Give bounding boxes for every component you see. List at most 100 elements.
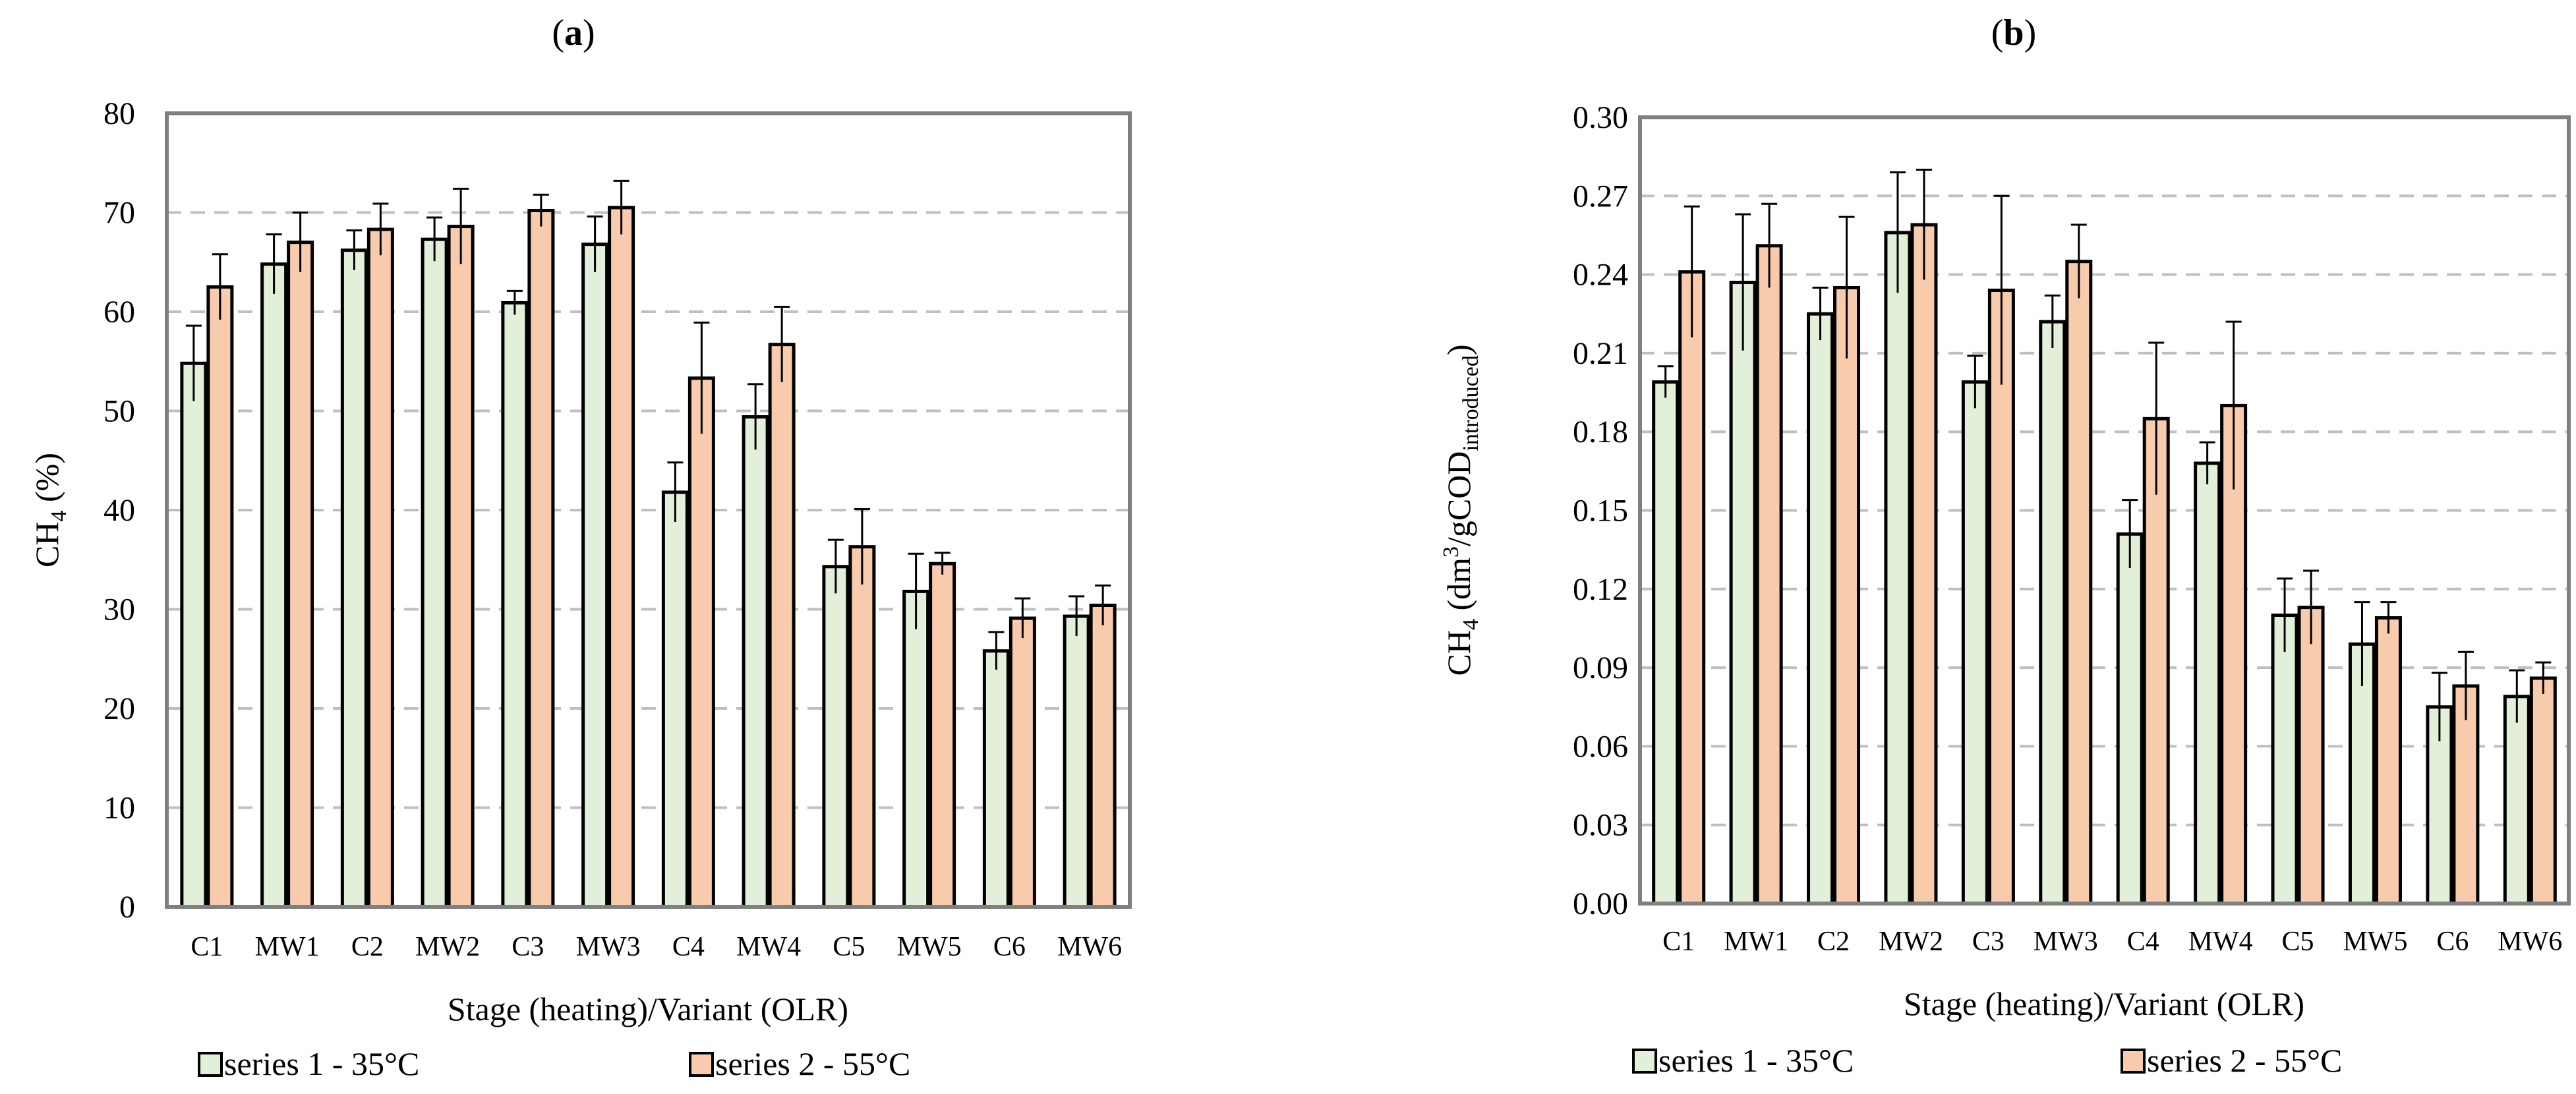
x-category-label: C5 bbox=[833, 932, 865, 962]
error-bar-series-2-c6 bbox=[1014, 597, 1031, 639]
error-bar-series-1-c6 bbox=[988, 631, 1005, 670]
error-bar-series-1-mw3 bbox=[587, 216, 603, 272]
error-bar-series-1-mw5 bbox=[2354, 601, 2370, 686]
y-tick-label: 80 bbox=[103, 96, 135, 131]
error-bar-series-1-c4 bbox=[667, 461, 684, 523]
error-bar-series-2-c4 bbox=[693, 322, 710, 434]
y-tick-label: 70 bbox=[103, 196, 135, 231]
y-tick-label: 50 bbox=[103, 394, 135, 429]
bar-series-1-mw3 bbox=[2039, 320, 2066, 906]
bar-series-2-mw5 bbox=[929, 561, 956, 909]
error-bar-series-2-mw2 bbox=[453, 187, 469, 264]
panel-label-b: (b) bbox=[1991, 13, 2036, 53]
bar-series-1-mw1 bbox=[1729, 281, 1757, 906]
bar-series-1-c3 bbox=[501, 301, 529, 909]
error-bar-series-2-c3 bbox=[1993, 194, 2010, 385]
plot-frame bbox=[1638, 115, 2571, 906]
bar-series-2-c4 bbox=[688, 376, 715, 909]
error-bar-series-2-c6 bbox=[2457, 650, 2474, 720]
chart-panel-a: (a) 0 10 20 30 40 50 60 70 80 C1 MW1 C2 MW2 C3 MW3 C4 M… bbox=[28, 13, 1132, 1082]
bar-series-1-c2 bbox=[340, 248, 368, 909]
bar-series-1-mw3 bbox=[581, 243, 609, 909]
x-category-label: C3 bbox=[512, 932, 544, 962]
bar-series-1-c1 bbox=[180, 361, 208, 909]
error-bar-series-1-c2 bbox=[346, 229, 363, 270]
x-category-label: MW5 bbox=[897, 932, 962, 962]
bar-series-1-c4 bbox=[661, 490, 689, 909]
error-bar-series-1-c6 bbox=[2431, 672, 2447, 741]
error-bar-series-2-mw3 bbox=[2070, 223, 2087, 299]
error-bar-series-2-mw5 bbox=[934, 552, 951, 575]
error-bar-series-2-mw2 bbox=[1916, 169, 1932, 280]
error-bar-series-1-mw3 bbox=[2044, 294, 2061, 348]
legend: series 1 - 35°C series 2 - 55°C bbox=[1632, 1042, 2342, 1079]
error-bars bbox=[185, 179, 1111, 670]
gridlines bbox=[1640, 194, 2569, 826]
error-bar-series-2-c2 bbox=[1838, 216, 1855, 359]
error-bar-series-2-c3 bbox=[533, 193, 549, 227]
bar-series-1-c5 bbox=[2271, 614, 2298, 906]
y-tick-label: 0.24 bbox=[1573, 258, 1628, 293]
error-bar-series-2-c2 bbox=[372, 202, 389, 256]
x-category-label: MW5 bbox=[2343, 927, 2407, 957]
error-bar-series-1-c3 bbox=[506, 289, 523, 315]
x-axis-title: Stage (heating)/Variant (OLR) bbox=[1904, 985, 2304, 1022]
error-bar-series-2-mw1 bbox=[1761, 202, 1778, 288]
bar-series-2-mw4 bbox=[768, 343, 796, 909]
error-bar-series-2-c1 bbox=[212, 253, 228, 320]
y-axis-title: CH4 (dm3/gCODintroduced) bbox=[1439, 344, 1483, 676]
bar-series-1-c5 bbox=[822, 565, 850, 909]
chart-panel-b: (b) 0.00 0.03 0.06 0.09 0.12 0.15 0.18 0.21 0.24… bbox=[1439, 13, 2571, 1079]
bar-series-2-mw6 bbox=[1089, 603, 1117, 909]
bar-series-1-c3 bbox=[1961, 380, 1989, 906]
bar-series-1-mw6 bbox=[1063, 614, 1090, 909]
x-category-label: MW2 bbox=[415, 932, 480, 962]
y-tick-label: 0.27 bbox=[1573, 179, 1628, 214]
x-category-label: MW6 bbox=[2498, 927, 2562, 957]
y-tick-label: 0.03 bbox=[1573, 808, 1628, 843]
y-tick-label: 0.21 bbox=[1573, 336, 1628, 371]
error-bar-series-2-c4 bbox=[2148, 341, 2165, 495]
error-bar-series-2-mw3 bbox=[613, 179, 629, 235]
bar-series-2-c6 bbox=[1009, 616, 1036, 909]
bar-series-2-c2 bbox=[366, 227, 394, 909]
bar-series-2-mw2 bbox=[1910, 223, 1938, 906]
legend: series 1 - 35°C series 2 - 55°C bbox=[198, 1045, 910, 1082]
bar-series-1-c6 bbox=[982, 649, 1010, 909]
legend-swatch-series-1 bbox=[198, 1052, 223, 1077]
error-bar-series-2-mw4 bbox=[2225, 320, 2242, 490]
legend-swatch-series-2 bbox=[2121, 1049, 2146, 1074]
bar-series-1-mw2 bbox=[421, 237, 448, 909]
x-category-labels: C1 MW1 C2 MW2 C3 MW3 C4 MW4 C5 MW5 C6 MW6 bbox=[1662, 927, 2562, 957]
y-tick-labels: 0.00 0.03 0.06 0.09 0.12 0.15 0.18 0.21 0.24 0.27… bbox=[1573, 100, 1628, 921]
y-tick-label: 40 bbox=[103, 493, 135, 528]
bar-series-2-mw5 bbox=[2374, 616, 2402, 906]
x-category-label: C5 bbox=[2282, 927, 2314, 957]
error-bar-series-1-mw2 bbox=[426, 216, 443, 262]
y-tick-label: 0.00 bbox=[1573, 886, 1628, 921]
error-bar-series-1-c1 bbox=[1657, 365, 1674, 398]
error-bar-series-1-mw4 bbox=[747, 383, 764, 450]
x-category-labels: C1 MW1 C2 MW2 C3 MW3 C4 MW4 C5 MW5 C6 MW6 bbox=[190, 932, 1122, 962]
error-bar-series-1-mw2 bbox=[1889, 171, 1906, 293]
y-tick-label: 0.09 bbox=[1573, 650, 1628, 685]
bar-series-2-c4 bbox=[2142, 417, 2170, 906]
y-tick-label: 60 bbox=[103, 295, 135, 330]
bar-series-2-mw1 bbox=[287, 241, 314, 909]
bar-series-2-mw6 bbox=[2529, 676, 2557, 906]
x-category-label: MW4 bbox=[2188, 927, 2253, 957]
plot-frame bbox=[165, 111, 1132, 909]
x-category-label: C6 bbox=[2436, 927, 2469, 957]
x-category-label: MW4 bbox=[736, 932, 801, 962]
bar-series-2-c2 bbox=[1833, 285, 1861, 906]
x-category-label: MW6 bbox=[1057, 932, 1122, 962]
y-tick-label: 0.12 bbox=[1573, 572, 1628, 607]
error-bar-series-1-mw1 bbox=[1735, 213, 1751, 351]
bar-series-1-mw5 bbox=[2348, 642, 2376, 906]
x-category-label: MW1 bbox=[1724, 927, 1788, 957]
error-bar-series-2-c5 bbox=[2303, 569, 2320, 645]
error-bar-series-1-c5 bbox=[2277, 577, 2293, 652]
y-axis-title: CH4 (%) bbox=[28, 453, 71, 567]
error-bar-series-2-mw5 bbox=[2380, 601, 2397, 634]
